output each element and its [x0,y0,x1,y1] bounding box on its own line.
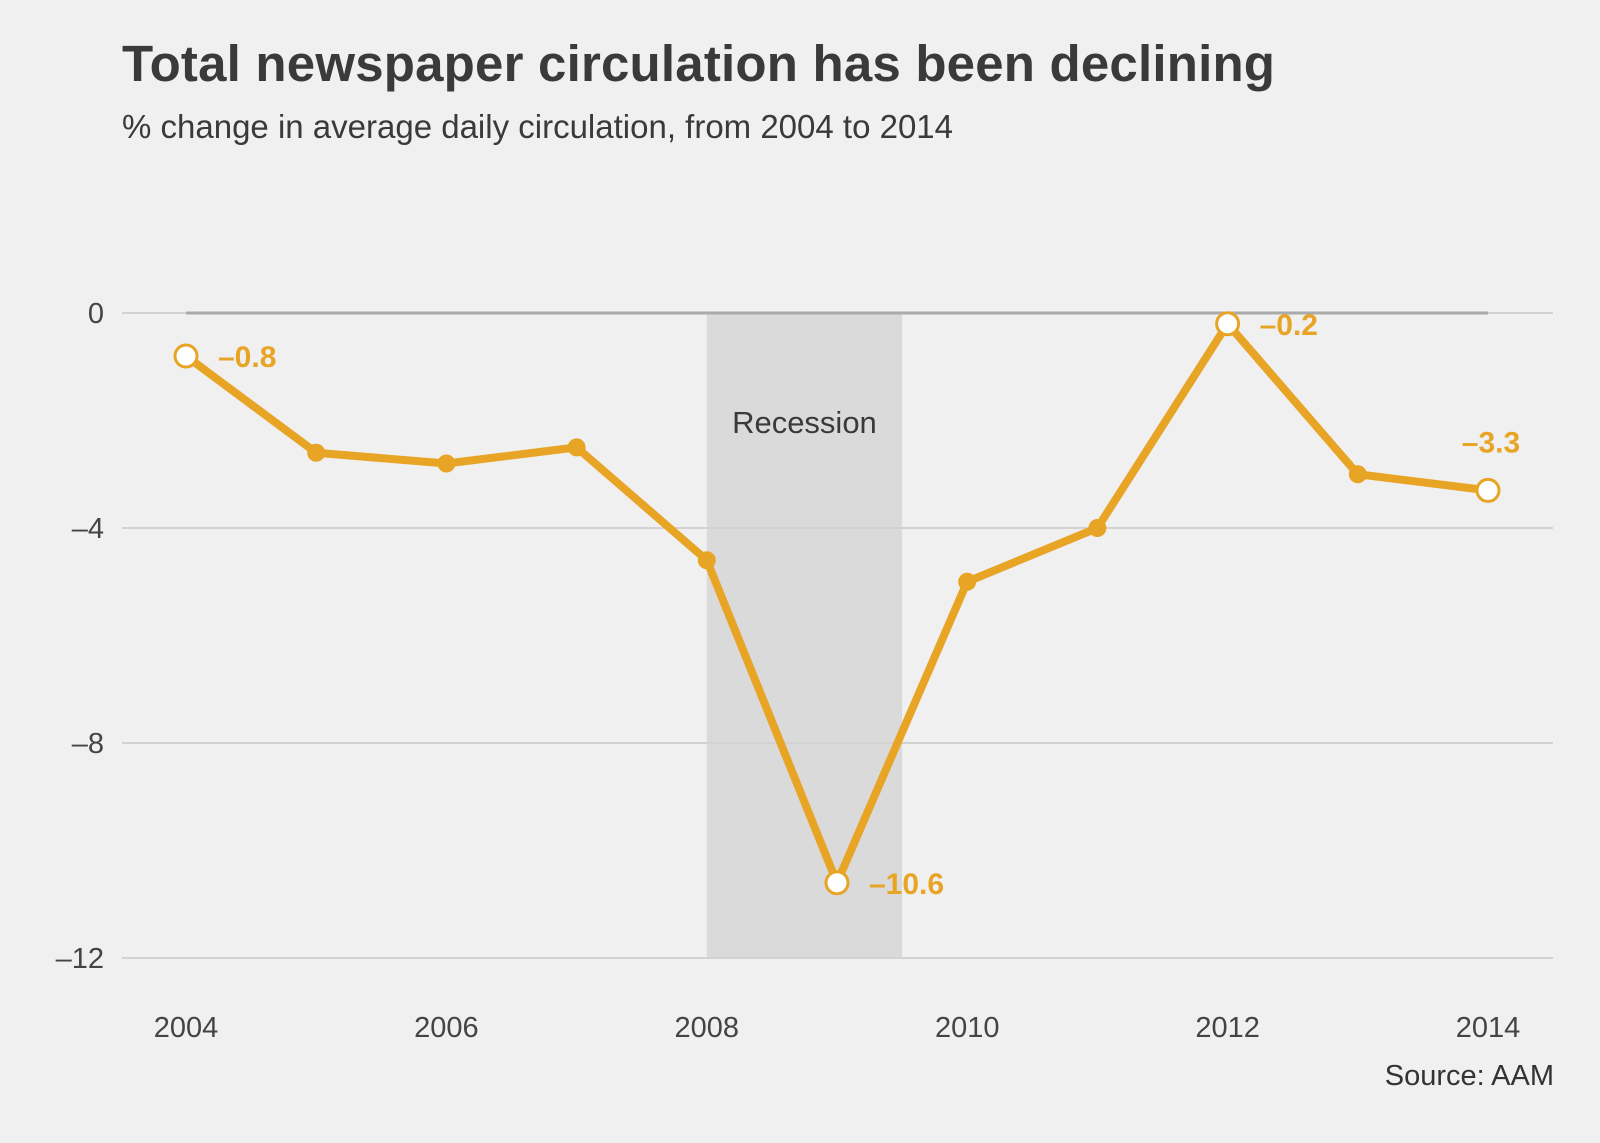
y-tick-label: –8 [72,728,104,760]
source-note: Source: AAM [1384,1060,1554,1092]
x-tick-label: 2008 [675,1012,740,1044]
data-point-open [1215,311,1241,337]
x-tick-label: 2004 [154,1012,219,1044]
data-point [1088,519,1107,537]
chart-title: Total newspaper circulation has been dec… [122,35,1276,92]
data-point [437,454,456,473]
data-label: –3.3 [1462,426,1520,459]
data-point [567,438,586,457]
data-point [958,572,977,591]
data-point-open [824,870,850,896]
data-label: –0.2 [1260,309,1318,342]
x-tick-label: 2014 [1456,1012,1521,1044]
data-point [307,443,326,462]
chart-subtitle: % change in average daily circulation, f… [122,108,954,145]
data-point [1348,465,1367,484]
y-tick-label: 0 [88,298,104,330]
recession-label: Recession [732,405,877,440]
y-tick-label: –4 [72,513,104,545]
x-tick-label: 2012 [1195,1012,1260,1044]
data-point [697,551,716,570]
data-point-open [1475,477,1501,503]
x-tick-label: 2006 [414,1012,479,1044]
data-label: –10.6 [869,868,944,901]
data-point-open [173,343,199,369]
y-tick-label: –12 [56,943,104,975]
x-tick-label: 2010 [935,1012,1000,1044]
data-label: –0.8 [218,341,276,374]
